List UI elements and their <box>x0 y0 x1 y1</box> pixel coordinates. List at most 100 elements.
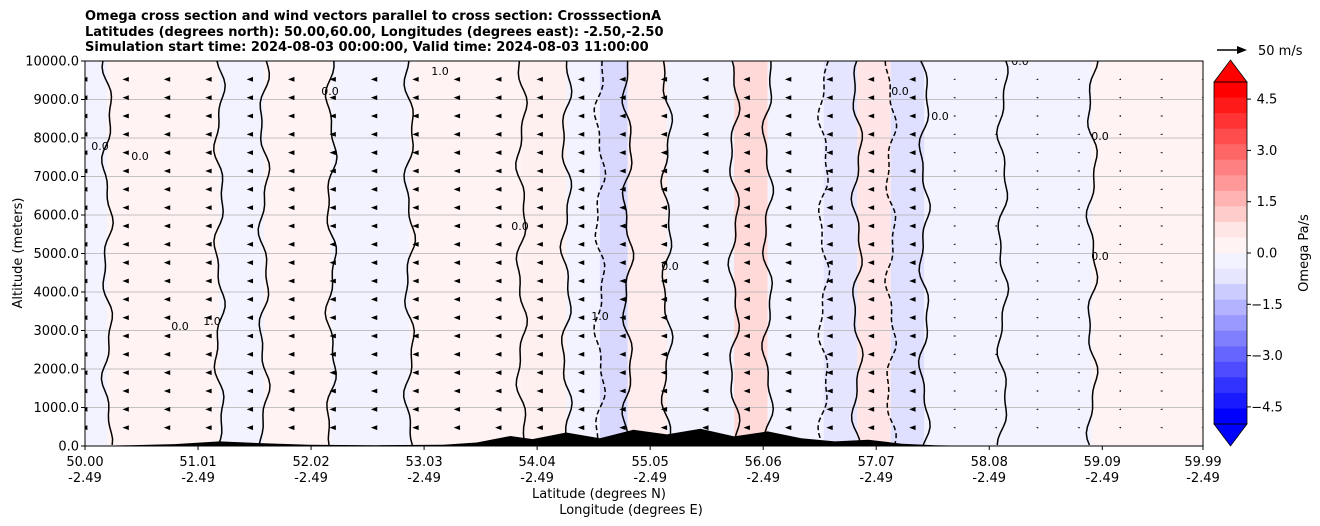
wind-vector <box>909 205 916 211</box>
wind-vector <box>453 205 461 211</box>
colorbar-segment <box>1214 113 1247 130</box>
omega-contour-lines <box>100 61 1099 446</box>
wind-vector <box>1077 133 1080 136</box>
wind-vector <box>619 406 626 412</box>
wind-vector <box>1035 170 1039 172</box>
wind-vector <box>1118 243 1122 246</box>
contour-line <box>660 61 674 446</box>
wind-vector <box>246 351 254 357</box>
x-tick-label-lon: -2.49 <box>294 471 328 486</box>
wind-vector <box>1035 151 1039 154</box>
wind-vector <box>784 278 792 284</box>
wind-vector <box>1077 280 1080 282</box>
wind-vector <box>784 406 792 412</box>
wind-vector <box>953 206 956 209</box>
y-tick-label: 0.0 <box>58 440 79 455</box>
wind-vector <box>370 296 378 302</box>
wind-vector <box>495 388 502 394</box>
colorbar-segment <box>1214 82 1247 99</box>
wind-vector <box>1077 243 1080 246</box>
wind-vector <box>953 96 956 99</box>
wind-vector <box>205 333 212 339</box>
wind-vector <box>412 315 419 321</box>
colorbar-tick-label: 4.5 <box>1257 93 1278 108</box>
wind-vector <box>122 315 129 321</box>
wind-vector <box>370 223 378 229</box>
wind-vector <box>495 260 502 266</box>
wind-vector <box>536 223 543 229</box>
wind-vector <box>577 260 585 266</box>
wind-vector <box>577 95 585 101</box>
wind-vector <box>536 388 543 394</box>
wind-vector <box>784 296 792 302</box>
wind-vector <box>122 351 129 357</box>
wind-vector <box>994 335 997 337</box>
colorbar-segment <box>1214 408 1247 425</box>
wind-vector <box>867 241 875 247</box>
wind-vector <box>784 425 792 431</box>
wind-vector <box>370 351 378 357</box>
colorbar-segment <box>1214 97 1247 114</box>
wind-vector <box>1160 170 1163 172</box>
wind-vector <box>702 296 709 302</box>
wind-vector <box>867 333 875 339</box>
wind-vector <box>994 316 997 319</box>
wind-vector <box>536 315 543 321</box>
colorbar-segment <box>1214 128 1247 145</box>
wind-vector <box>329 425 336 431</box>
wind-vector <box>702 388 709 394</box>
wind-vector <box>909 260 916 266</box>
wind-vector <box>246 406 254 412</box>
wind-vector <box>867 315 875 321</box>
wind-vector <box>867 131 875 137</box>
colorbar-segment <box>1214 268 1247 285</box>
wind-vector <box>619 95 626 101</box>
wind-vector <box>953 408 956 411</box>
wind-vector <box>577 113 585 119</box>
wind-vector <box>1160 335 1163 337</box>
wind-vector <box>660 223 668 229</box>
wind-vector <box>1160 115 1163 117</box>
wind-vector <box>536 150 543 156</box>
wind-vector <box>163 241 171 247</box>
wind-vector <box>288 296 295 302</box>
wind-vector <box>412 333 419 339</box>
wind-vector <box>85 406 88 412</box>
wind-vector <box>909 241 916 247</box>
wind-vector <box>577 370 585 376</box>
wind-vector <box>1160 78 1163 81</box>
wind-vector <box>577 351 585 357</box>
grid <box>85 99 1203 408</box>
wind-vector <box>577 278 585 284</box>
wind-vector <box>122 425 129 431</box>
colorbar-segment <box>1214 315 1247 332</box>
wind-vector <box>867 186 875 192</box>
wind-vector <box>784 95 792 101</box>
wind-vector <box>412 223 419 229</box>
contour-line <box>402 61 417 446</box>
wind-vector <box>163 278 171 284</box>
contour-line <box>100 61 114 446</box>
wind-vector <box>288 186 295 192</box>
contour-line <box>995 61 1010 446</box>
wind-vector <box>784 370 792 376</box>
wind-vector <box>495 205 502 211</box>
wind-vector <box>867 223 875 229</box>
wind-vector <box>370 168 378 174</box>
colorbar-segment <box>1214 361 1247 378</box>
wind-vector <box>994 151 997 154</box>
wind-vector <box>577 315 585 321</box>
wind-vector <box>909 168 916 174</box>
y-axis: 0.0 1000.0 2000.0 3000.0 4000.0 5000.0 6000.0 7… <box>25 55 85 455</box>
wind-vector <box>702 260 709 266</box>
wind-vector <box>702 150 709 156</box>
wind-vector <box>1077 188 1080 191</box>
x-tick-label-lat: 52.02 <box>292 455 329 470</box>
wind-vector <box>994 426 997 429</box>
wind-vector <box>953 261 956 264</box>
wind-vector <box>784 150 792 156</box>
colorbar-extend-min-icon <box>1213 423 1248 447</box>
wind-vector <box>619 113 626 119</box>
wind-vector <box>867 351 875 357</box>
wind-vector <box>288 278 295 284</box>
